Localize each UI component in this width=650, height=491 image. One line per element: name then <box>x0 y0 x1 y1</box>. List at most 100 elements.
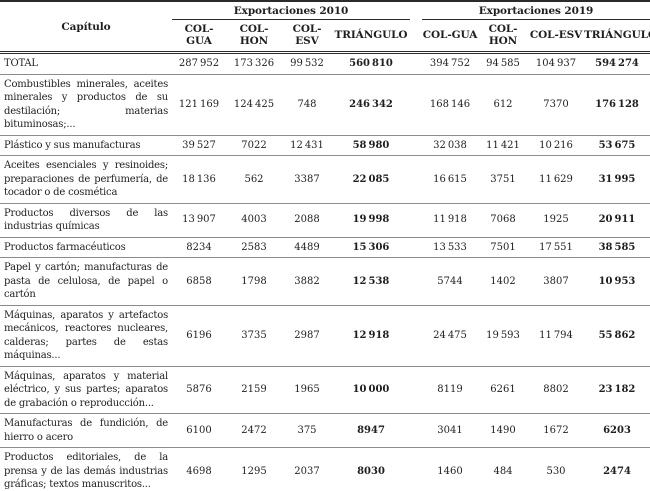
cell-value: 6196 <box>172 305 226 367</box>
cell-value: 375 <box>282 413 332 448</box>
cell-value: 2159 <box>226 366 282 414</box>
cell-value: 484 <box>478 447 528 491</box>
cell-value: 287 952 <box>172 52 226 75</box>
cell-triangulo-value: 176 128 <box>584 74 650 136</box>
cell-triangulo-value: 246 342 <box>332 74 410 136</box>
cell-value: 1295 <box>226 447 282 491</box>
cell-value: 8119 <box>422 366 478 414</box>
cell-value: 18 136 <box>172 155 226 204</box>
table-row: Productos editoriales, de la prensa y de… <box>0 447 650 491</box>
cell-triangulo-value: 12 918 <box>332 305 410 367</box>
cell-triangulo-value: 8947 <box>332 413 410 448</box>
column-header-colgua-2010: COL-GUA <box>172 19 226 54</box>
cell-value: 748 <box>282 74 332 136</box>
cell-value: 11 794 <box>528 305 584 367</box>
row-spacer <box>410 155 422 204</box>
cell-value: 104 937 <box>528 52 584 75</box>
cell-value: 2088 <box>282 203 332 238</box>
row-spacer <box>410 52 422 75</box>
table-row: Máquinas, aparatos y artefactos mecánico… <box>0 305 650 367</box>
cell-value: 6261 <box>478 366 528 414</box>
cell-triangulo-value: 594 274 <box>584 52 650 75</box>
cell-value: 6100 <box>172 413 226 448</box>
cell-value: 4003 <box>226 203 282 238</box>
cell-value: 2987 <box>282 305 332 367</box>
cell-value: 7022 <box>226 135 282 156</box>
cell-triangulo-value: 560 810 <box>332 52 410 75</box>
table-row: Productos diversos de las industrias quí… <box>0 203 650 238</box>
cell-value: 1798 <box>226 257 282 306</box>
cell-value: 612 <box>478 74 528 136</box>
cell-triangulo-value: 20 911 <box>584 203 650 238</box>
row-spacer <box>410 257 422 306</box>
cell-triangulo-value: 53 675 <box>584 135 650 156</box>
row-label: TOTAL <box>0 52 172 75</box>
row-spacer <box>410 413 422 448</box>
row-spacer <box>410 305 422 367</box>
cell-value: 121 169 <box>172 74 226 136</box>
cell-triangulo-value: 55 862 <box>584 305 650 367</box>
cell-value: 13 907 <box>172 203 226 238</box>
row-label: Máquinas, aparatos y artefactos mecánico… <box>0 305 172 367</box>
cell-value: 11 918 <box>422 203 478 238</box>
cell-value: 8234 <box>172 237 226 258</box>
cell-value: 2472 <box>226 413 282 448</box>
table-row: Papel y cartón; manufacturas de pasta de… <box>0 257 650 306</box>
cell-triangulo-value: 58 980 <box>332 135 410 156</box>
column-header-colesv-2010: COL-ESV <box>282 19 332 54</box>
group-header-row: Capítulo Exportaciones 2010 Exportacione… <box>0 1 650 54</box>
group-header-2010: Exportaciones 2010 <box>172 1 410 20</box>
cell-value: 7068 <box>478 203 528 238</box>
cell-value: 1672 <box>528 413 584 448</box>
cell-value: 19 593 <box>478 305 528 367</box>
header-spacer <box>410 19 422 54</box>
cell-value: 6858 <box>172 257 226 306</box>
row-spacer <box>410 203 422 238</box>
column-header-triangulo-2010: TRIÁNGULO <box>332 19 410 54</box>
cell-value: 17 551 <box>528 237 584 258</box>
table-header: Capítulo Exportaciones 2010 Exportacione… <box>0 1 650 54</box>
cell-value: 1965 <box>282 366 332 414</box>
row-label: Manufacturas de fundición, de hierro o a… <box>0 413 172 448</box>
cell-value: 2583 <box>226 237 282 258</box>
row-label: Plástico y sus manufacturas <box>0 135 172 156</box>
cell-triangulo-value: 2474 <box>584 447 650 491</box>
cell-value: 11 421 <box>478 135 528 156</box>
cell-value: 11 629 <box>528 155 584 204</box>
cell-value: 3041 <box>422 413 478 448</box>
table-row: Aceites esenciales y resinoides; prepara… <box>0 155 650 204</box>
cell-value: 394 752 <box>422 52 478 75</box>
row-label: Papel y cartón; manufacturas de pasta de… <box>0 257 172 306</box>
cell-value: 3735 <box>226 305 282 367</box>
cell-triangulo-value: 22 085 <box>332 155 410 204</box>
group-header-2019: Exportaciones 2019 <box>422 1 650 20</box>
cell-triangulo-value: 10 953 <box>584 257 650 306</box>
cell-value: 3882 <box>282 257 332 306</box>
cell-value: 3751 <box>478 155 528 204</box>
row-spacer <box>410 447 422 491</box>
cell-value: 7370 <box>528 74 584 136</box>
cell-value: 3807 <box>528 257 584 306</box>
column-header-colgua-2019: COL-GUA <box>422 19 478 54</box>
cell-triangulo-value: 15 306 <box>332 237 410 258</box>
cell-value: 24 475 <box>422 305 478 367</box>
cell-triangulo-value: 31 995 <box>584 155 650 204</box>
table-row: TOTAL 287 952 173 326 99 532 560 810 394 752 9… <box>0 52 650 75</box>
cell-value: 32 038 <box>422 135 478 156</box>
cell-triangulo-value: 12 538 <box>332 257 410 306</box>
cell-value: 99 532 <box>282 52 332 75</box>
table-body: TOTAL 287 952 173 326 99 532 560 810 394 752 9… <box>0 52 650 491</box>
row-label: Aceites esenciales y resinoides; prepara… <box>0 155 172 204</box>
column-header-triangulo-2019: TRIÁNGULO <box>584 19 650 54</box>
row-label: Productos editoriales, de la prensa y de… <box>0 447 172 491</box>
row-label: Combustibles minerales, aceites minerale… <box>0 74 172 136</box>
header-spacer <box>410 1 422 20</box>
cell-triangulo-value: 10 000 <box>332 366 410 414</box>
table-row: Combustibles minerales, aceites minerale… <box>0 74 650 136</box>
cell-value: 12 431 <box>282 135 332 156</box>
row-spacer <box>410 135 422 156</box>
cell-value: 4698 <box>172 447 226 491</box>
cell-value: 7501 <box>478 237 528 258</box>
